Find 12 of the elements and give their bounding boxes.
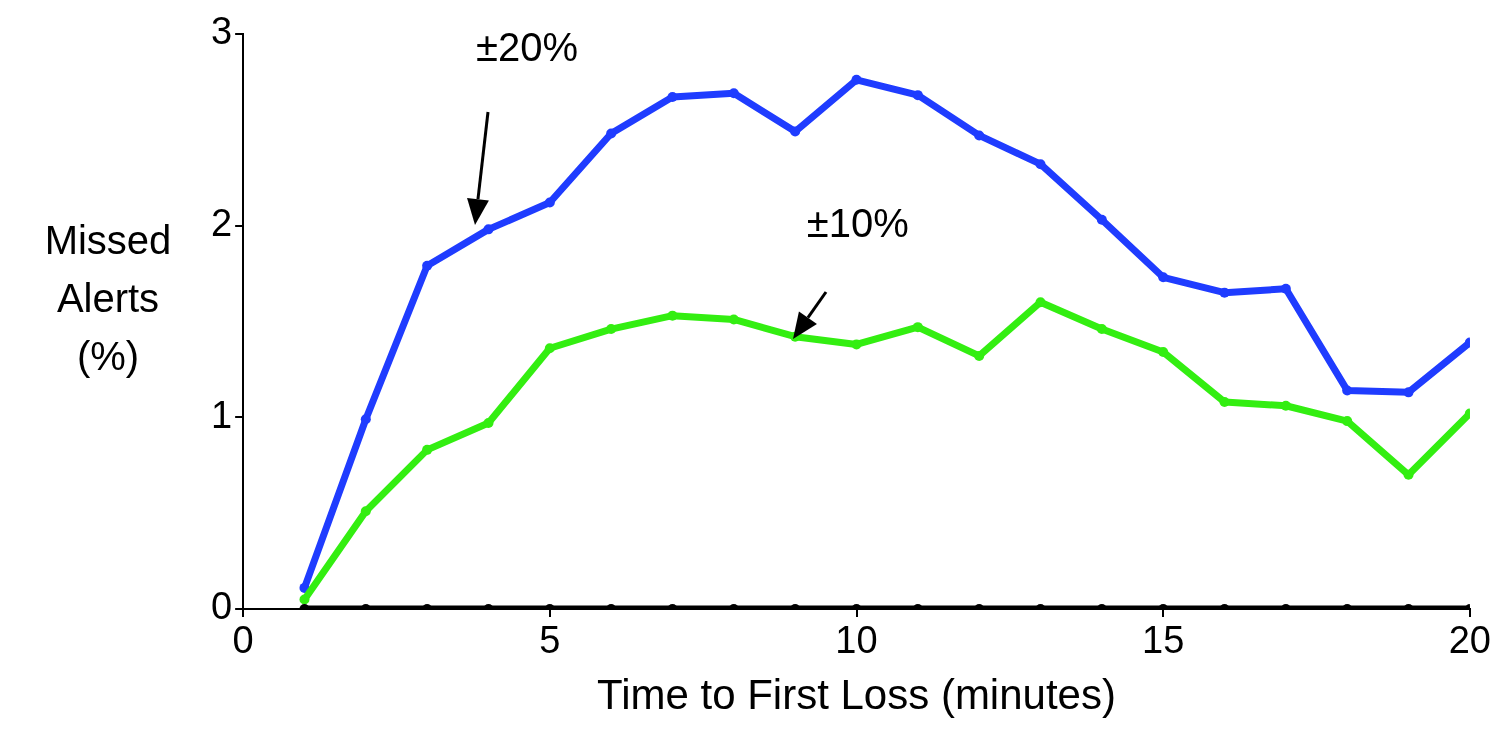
- x-axis-title: Time to First Loss (minutes): [597, 671, 1116, 719]
- x-tick-label: 15: [1142, 619, 1185, 662]
- y-tick-label: 0: [210, 585, 233, 628]
- y-axis-title: Missed Alerts (%): [44, 218, 172, 379]
- annotation: ±10%: [806, 200, 909, 245]
- annotation: ±20%: [475, 25, 579, 70]
- x-tick-label: 5: [539, 619, 561, 662]
- y-tick-label: 1: [210, 393, 233, 436]
- x-tick-label: 20: [1448, 619, 1492, 662]
- y-tick-label: 3: [210, 10, 233, 53]
- y-tick-label: 2: [210, 202, 233, 245]
- x-tick-label: 10: [835, 619, 878, 662]
